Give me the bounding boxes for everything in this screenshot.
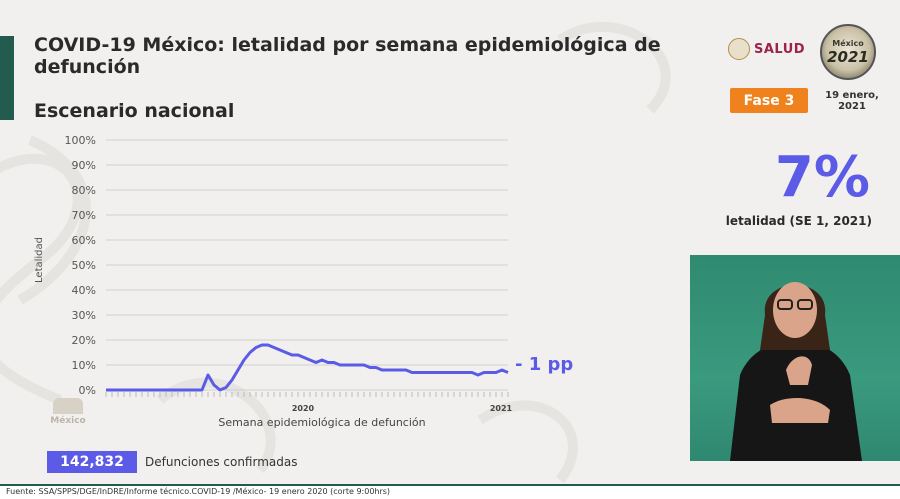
y-tick-label: 70% (72, 209, 96, 222)
total-deaths-label: Defunciones confirmadas (145, 455, 298, 469)
footer-source: Fuente: SSA/SPPS/DGE/InDRE/Informe técni… (6, 487, 391, 496)
accent-bar (0, 36, 14, 120)
gob-mx-text: México (50, 416, 86, 426)
total-deaths-value: 142,832 (47, 451, 137, 473)
y-tick-label: 80% (72, 184, 96, 197)
y-tick-label: 50% (72, 259, 96, 272)
y-tick-label: 90% (72, 159, 96, 172)
lethality-chart: 0% 10% 20% 30% 40% 50% 60% 70% 80% 90% 100% Letali… (34, 134, 573, 429)
y-tick-label: 40% (72, 284, 96, 297)
salud-text: SALUD (754, 41, 806, 57)
series-line (106, 343, 509, 392)
seal-year-text: 2021 (827, 47, 869, 66)
y-tick-label: 60% (72, 234, 96, 247)
year-label-2021: 2021 (490, 404, 513, 413)
footer-bar (0, 484, 900, 499)
y-tick-label: 10% (72, 359, 96, 372)
salud-emblem-icon (728, 38, 750, 60)
gob-mx-logo: México (40, 398, 96, 438)
change-annotation: - 1 pp (515, 354, 573, 375)
y-tick-label: 30% (72, 309, 96, 322)
y-axis-label: Letalidad (34, 237, 45, 283)
year-label-2020: 2020 (292, 404, 315, 413)
fase-badge: Fase 3 (730, 88, 808, 113)
interpreter-figure (730, 282, 862, 461)
y-tick-labels: 0% 10% 20% 30% 40% 50% 60% 70% 80% 90% 100% (65, 134, 96, 397)
report-date: 19 enero, 2021 (825, 90, 879, 112)
page-subtitle: Escenario nacional (34, 100, 235, 122)
y-tick-label: 20% (72, 334, 96, 347)
mexico-2021-seal-icon: México 2021 (820, 24, 876, 80)
x-tick-marks (105, 392, 509, 397)
seal-top-text: México (832, 38, 864, 48)
x-axis-label: Semana epidemiológica de defunción (218, 416, 425, 429)
chart-grid (106, 139, 508, 391)
kpi-label: letalidad (SE 1, 2021) (725, 214, 872, 228)
page-title: COVID-19 México: letalidad por semana ep… (34, 34, 661, 78)
salud-logo: SALUD (728, 38, 805, 60)
y-tick-label: 100% (65, 134, 96, 147)
y-tick-label: 0% (79, 384, 96, 397)
gob-mx-emblem-icon (53, 398, 83, 414)
sign-language-interpreter-video (690, 255, 900, 461)
kpi-value: 7% (774, 145, 870, 210)
